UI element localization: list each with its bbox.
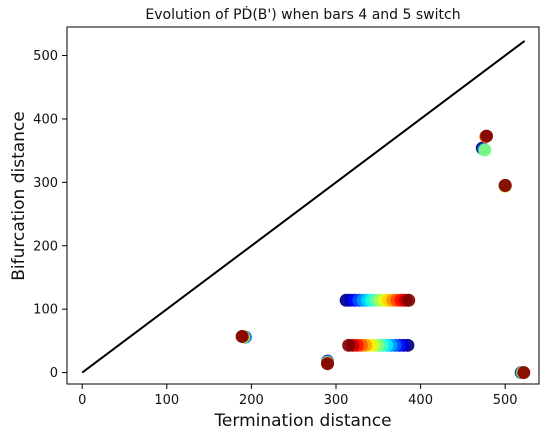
x-tick-label: 200 bbox=[239, 393, 264, 408]
x-tick-label: 300 bbox=[324, 393, 349, 408]
y-tick-label: 0 bbox=[50, 366, 58, 381]
chart-title: Evolution of PḊ(B') when bars 4 and 5 s… bbox=[145, 5, 460, 23]
chart-marks bbox=[81, 40, 531, 380]
x-tick-label: 500 bbox=[493, 393, 518, 408]
data-point bbox=[517, 366, 531, 380]
data-point bbox=[478, 143, 492, 157]
diagonal-line bbox=[81, 40, 526, 374]
y-tick-label: 300 bbox=[33, 176, 58, 191]
data-point bbox=[480, 129, 494, 143]
y-tick-label: 100 bbox=[33, 303, 58, 318]
data-point bbox=[402, 293, 416, 307]
data-point bbox=[342, 338, 356, 352]
x-tick-label: 400 bbox=[408, 393, 433, 408]
data-point bbox=[321, 357, 335, 371]
y-tick-label: 500 bbox=[33, 49, 58, 64]
chart-axes: 0 100 200 300 400 500 0 100 200 300 400 500 bbox=[33, 26, 540, 408]
x-tick-label: 0 bbox=[78, 393, 86, 408]
y-tick-label: 200 bbox=[33, 239, 58, 254]
y-axis-label: Bifurcation distance bbox=[9, 111, 29, 281]
x-tick-label: 100 bbox=[154, 393, 179, 408]
x-axis-label: Termination distance bbox=[213, 411, 391, 431]
data-point bbox=[498, 179, 512, 193]
y-tick-label: 400 bbox=[33, 112, 58, 127]
data-point bbox=[235, 329, 249, 343]
plot-frame bbox=[66, 26, 540, 385]
